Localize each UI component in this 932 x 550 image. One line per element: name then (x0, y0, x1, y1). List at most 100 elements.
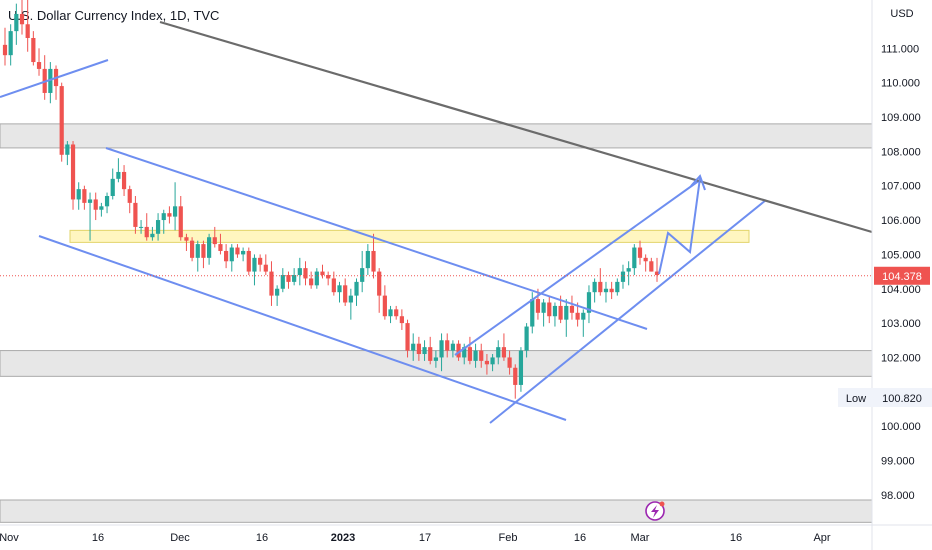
candle-body (467, 347, 473, 361)
candle-body (161, 213, 166, 221)
candle (513, 364, 518, 399)
candle-body (70, 144, 76, 200)
candle (360, 250, 365, 293)
candle-body (416, 343, 421, 355)
candle (490, 354, 495, 372)
candle-body (422, 347, 427, 355)
candle (637, 240, 643, 265)
candle (178, 196, 183, 241)
candle-body (309, 278, 314, 286)
candle-body (433, 357, 438, 361)
candle (479, 343, 484, 368)
candle-body (82, 189, 87, 203)
candle (48, 62, 53, 104)
candle-body (377, 271, 382, 296)
candle (172, 182, 178, 231)
candle-body (439, 340, 444, 358)
candle (484, 354, 490, 375)
candle-body (643, 257, 648, 262)
x-tick-label: 16 (256, 532, 268, 544)
currency-label: USD (890, 8, 913, 20)
candle-body (48, 68, 53, 93)
low-value: 100.820 (882, 393, 922, 405)
y-tick-label: 103.000 (881, 318, 921, 330)
candle-body (31, 37, 36, 63)
y-tick-label: 109.000 (881, 112, 921, 124)
rising-channel-upper (454, 179, 701, 356)
candle (207, 233, 212, 265)
candle-body (93, 199, 98, 210)
candle (138, 220, 144, 234)
candle (195, 240, 200, 272)
candle-body (36, 62, 42, 69)
candle (348, 288, 353, 320)
candle (598, 268, 603, 296)
candle (620, 264, 626, 289)
candle (144, 213, 149, 241)
candle-body (337, 285, 342, 293)
candle-body (479, 350, 484, 361)
candle-body (382, 295, 387, 317)
candle-body (586, 292, 592, 313)
candle (36, 48, 42, 76)
candle (501, 333, 507, 361)
candle-body (127, 189, 132, 203)
candle (246, 247, 251, 276)
candle (456, 340, 461, 361)
candle (535, 288, 541, 320)
candle (547, 295, 552, 324)
candle-body (14, 13, 19, 32)
candle (189, 237, 195, 262)
candle-body (76, 189, 81, 200)
candle (241, 247, 246, 262)
candle-body (19, 13, 25, 25)
candle (382, 285, 387, 320)
candle-body (564, 305, 569, 320)
candle (104, 192, 110, 214)
candle-body (637, 247, 643, 258)
candle-body (292, 275, 297, 282)
candle (445, 333, 450, 358)
candle (377, 268, 382, 313)
candle (31, 31, 36, 66)
last-price-value: 104.378 (882, 271, 922, 283)
x-tick-label: Nov (0, 532, 19, 544)
candle (116, 158, 121, 183)
candle-body (155, 220, 161, 234)
candle-body (235, 247, 240, 255)
candle (507, 350, 512, 375)
candle-body (354, 281, 359, 296)
candle (541, 299, 546, 327)
candle (161, 209, 166, 234)
candle (462, 343, 467, 365)
y-tick-label: 105.000 (881, 249, 921, 261)
x-tick-label: 16 (730, 532, 742, 544)
candle (121, 165, 127, 197)
candle (76, 182, 81, 210)
candle (649, 257, 654, 272)
candle-body (360, 268, 365, 282)
low-label: Low (846, 393, 866, 405)
candles-group (2, 0, 660, 399)
candle-body (507, 357, 512, 368)
candle (569, 295, 575, 320)
candle (292, 268, 297, 286)
candle (25, 0, 30, 52)
candle-body (575, 312, 580, 320)
candle (439, 333, 444, 372)
candle (93, 192, 98, 221)
candle-body (144, 226, 149, 238)
candle-body (603, 288, 609, 293)
candle (201, 240, 206, 269)
long-downtrend-line (159, 20, 873, 234)
candle (467, 336, 473, 365)
y-tick-label: 106.000 (881, 215, 921, 227)
candle-body (314, 271, 319, 286)
candle (297, 257, 302, 286)
candle-body (343, 285, 348, 303)
candle (603, 281, 609, 303)
candle (643, 254, 648, 272)
candle (70, 141, 76, 210)
x-tick-label: 16 (574, 532, 586, 544)
